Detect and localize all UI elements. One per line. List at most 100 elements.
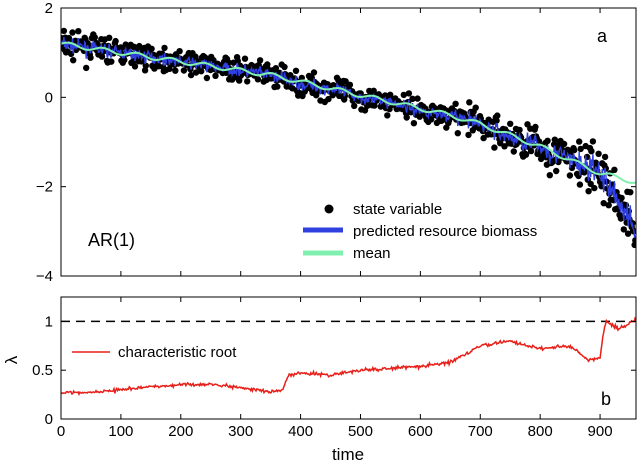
state-point [576, 138, 583, 145]
state-point [400, 91, 407, 99]
x-axis-label: time [332, 445, 364, 464]
state-point [522, 151, 530, 158]
state-point [254, 76, 262, 83]
model-label: AR(1) [88, 230, 135, 250]
state-point [142, 62, 149, 69]
state-point [161, 44, 168, 52]
state-point [587, 180, 594, 188]
legend-predicted: predicted resource biomass [353, 223, 537, 240]
state-point [70, 57, 77, 64]
state-point [403, 114, 410, 121]
y-tick-label: 1 [45, 313, 53, 330]
x-tick-label: 900 [588, 423, 613, 440]
state-point [544, 137, 551, 144]
state-point [585, 188, 592, 195]
state-point [342, 78, 349, 85]
y-tick-label: −2 [36, 179, 53, 196]
state-point [632, 237, 636, 244]
state-point [346, 81, 354, 89]
panel-b: 0 100 200 300 400 500 600 700 800 900 00.51 b λ t… [2, 296, 637, 464]
y-axis-label: λ [2, 355, 21, 364]
state-point [325, 95, 332, 103]
state-point [480, 134, 487, 142]
state-point [472, 104, 479, 111]
state-point [256, 57, 264, 64]
state-point [605, 202, 612, 209]
state-point [172, 67, 179, 74]
state-point [611, 166, 618, 173]
state-point [371, 102, 378, 109]
state-point [516, 126, 523, 134]
state-point [98, 53, 106, 60]
state-point [601, 153, 609, 161]
state-point [351, 102, 358, 110]
state-point [384, 112, 391, 119]
y-tick-label: 0.5 [32, 362, 53, 379]
legend-state-variable-marker [324, 204, 334, 214]
state-point [553, 167, 560, 175]
state-point [618, 194, 625, 202]
state-point [176, 48, 183, 55]
state-point [627, 189, 634, 196]
state-point [91, 34, 99, 41]
state-point [452, 100, 459, 108]
panel-a-label: a [597, 26, 608, 46]
state-point [493, 117, 500, 124]
state-point [624, 230, 632, 237]
panel-a-x-ticks [60, 8, 601, 276]
x-tick-label: 400 [288, 423, 313, 440]
state-point [370, 87, 377, 95]
panel-b-y-ticks: 00.51 [32, 313, 636, 428]
state-point [108, 58, 115, 65]
x-tick-label: 800 [528, 423, 553, 440]
state-point [595, 150, 602, 157]
state-point [272, 65, 280, 72]
state-point [310, 69, 318, 76]
x-tick-label: 600 [408, 423, 433, 440]
state-point [465, 131, 472, 139]
state-point [131, 63, 139, 70]
state-point [576, 181, 584, 188]
x-tick-label: 100 [108, 423, 133, 440]
panel-b-x-ticks: 0 100 200 300 400 500 600 700 800 900 [57, 297, 613, 440]
panel-a-legend: state variable predicted resource biomas… [303, 201, 537, 262]
state-point [527, 147, 535, 155]
state-point [61, 27, 68, 35]
state-point [69, 29, 76, 36]
state-point [212, 72, 219, 80]
state-point [410, 120, 418, 127]
state-point [577, 145, 584, 153]
characteristic-root-line [61, 316, 636, 397]
state-point [466, 99, 473, 106]
panel-b-legend: characteristic root [72, 344, 237, 361]
state-point [203, 74, 211, 82]
state-point [87, 54, 94, 61]
state-point [507, 120, 514, 128]
state-point [571, 146, 578, 154]
x-tick-label: 200 [168, 423, 193, 440]
y-tick-label: 2 [45, 0, 53, 17]
state-point [405, 90, 413, 97]
panel-b-label: b [601, 389, 611, 409]
state-point [620, 226, 627, 233]
state-point [234, 57, 241, 65]
state-point [588, 148, 595, 155]
state-point [566, 172, 574, 179]
x-tick-label: 0 [57, 423, 65, 440]
state-point [75, 28, 82, 35]
state-point [180, 67, 188, 74]
state-point [414, 95, 421, 102]
legend-root: characteristic root [118, 344, 237, 361]
y-tick-label: 0 [45, 89, 53, 106]
state-point [532, 123, 539, 131]
state-point [166, 65, 173, 73]
state-point [83, 64, 90, 72]
state-point [454, 130, 461, 137]
x-tick-label: 700 [468, 423, 493, 440]
state-point [274, 83, 281, 90]
state-point [281, 63, 288, 71]
panel-a: −4 −2 0 2 a AR(1) state variable predicted … [36, 0, 637, 285]
state-point [428, 116, 435, 123]
state-point [244, 78, 251, 85]
